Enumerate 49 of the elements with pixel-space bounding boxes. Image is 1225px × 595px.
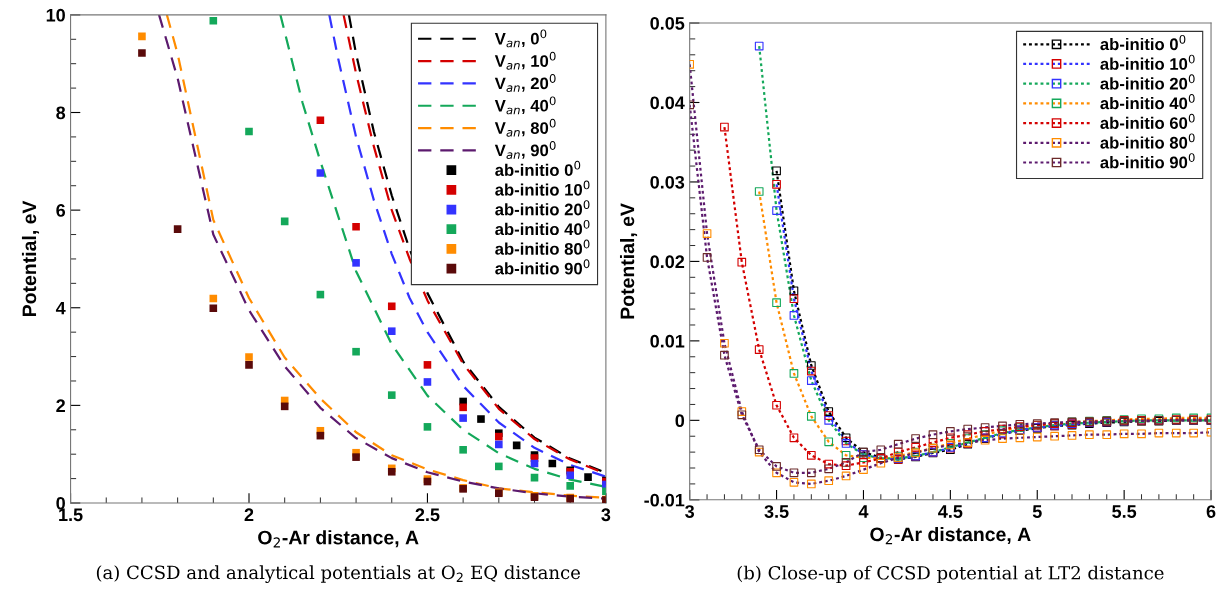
legend-label: V$_{an}$, 90$^{0}$ <box>494 141 556 160</box>
y-tick-label: 0 <box>56 496 65 510</box>
legend-label: ab-initio 90$^{0}$ <box>495 259 590 275</box>
x-tick-label: 1.5 <box>59 508 83 522</box>
x-tick-label: 4 <box>858 505 869 518</box>
y-axis-title: Potential, eV <box>619 203 638 319</box>
y-tick-label: 2 <box>56 399 65 412</box>
legend-label: ab-initio 90$^{0}$ <box>1100 153 1195 169</box>
y-tick-label: 0.04 <box>650 96 685 110</box>
y-tick-label: 8 <box>56 106 66 120</box>
x-tick-label: 3.5 <box>764 505 789 518</box>
legend-label: ab-initio 40$^{0}$ <box>1100 94 1195 110</box>
x-tick-label: 2.5 <box>415 508 440 522</box>
legend-label: ab-initio 10$^{0}$ <box>495 180 590 196</box>
legend-label: V$_{an}$, 80$^{0}$ <box>494 118 556 137</box>
legend-label: ab-initio 80$^{0}$ <box>1100 133 1195 149</box>
y-tick-label: -0.01 <box>644 493 685 507</box>
text: (b) Close-up of CCSD potential at LT2 distance <box>737 565 1164 584</box>
y-tick-label: 0 <box>675 414 685 428</box>
x-tick-label: 3 <box>685 505 695 518</box>
x-axis-title: O$_{2}$-Ar distance, A <box>258 530 419 548</box>
x-tick-label: 6 <box>1206 505 1216 518</box>
x-tick-label: 4.5 <box>938 505 963 518</box>
legend-label: ab-initio 20$^{0}$ <box>495 200 590 216</box>
y-tick-label: 6 <box>56 204 66 217</box>
legend-label: ab-initio 80$^{0}$ <box>495 239 590 255</box>
x-axis-title: O$_{2}$-Ar distance, A <box>870 526 1031 545</box>
y-tick-label: 10 <box>46 8 65 22</box>
legend-label: ab-initio 40$^{0}$ <box>495 219 590 236</box>
legend-label: V$_{an}$, 10$^{0}$ <box>494 51 556 70</box>
text: (a) CCSD and analytical potentials at O$_{2}$ EQ distance <box>96 565 580 583</box>
legend-label: ab-initio 0$^{0}$ <box>495 160 581 176</box>
x-tick-label: 3 <box>601 508 611 522</box>
legend-label: ab-initio 10$^{0}$ <box>1100 54 1195 70</box>
y-tick-label: 0.02 <box>650 255 685 269</box>
legend-label: ab-initio 60$^{0}$ <box>1100 113 1195 129</box>
y-axis-title: Potential, eV <box>21 200 40 316</box>
y-tick-label: 0.01 <box>650 334 685 348</box>
legend-label: V$_{an}$, 20$^{0}$ <box>494 74 556 93</box>
y-tick-label: 0.03 <box>650 175 685 189</box>
x-tick-label: 5.5 <box>1112 505 1137 518</box>
y-tick-label: 4 <box>55 301 66 315</box>
legend-label: V$_{an}$, 0$^{0}$ <box>494 29 547 48</box>
legend-label: ab-initio 20$^{0}$ <box>1100 74 1195 90</box>
y-tick-label: 0.05 <box>650 16 685 30</box>
legend-label: ab-initio 0$^{0}$ <box>1100 34 1186 51</box>
legend-label: V$_{an}$, 40$^{0}$ <box>494 96 556 115</box>
x-tick-label: 2 <box>244 508 254 521</box>
x-tick-label: 5 <box>1032 505 1042 518</box>
